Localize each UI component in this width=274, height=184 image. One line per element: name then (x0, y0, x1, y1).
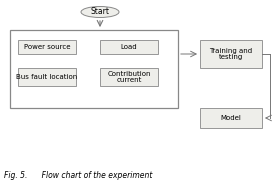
Ellipse shape (81, 6, 119, 17)
Text: Fig. 5.      Flow chart of the experiment: Fig. 5. Flow chart of the experiment (4, 171, 152, 180)
Text: Bus fault location: Bus fault location (16, 74, 78, 80)
Text: Training and
testing: Training and testing (209, 47, 253, 61)
Text: Model: Model (221, 115, 241, 121)
FancyBboxPatch shape (100, 40, 158, 54)
Text: Power source: Power source (24, 44, 70, 50)
FancyBboxPatch shape (18, 68, 76, 86)
FancyBboxPatch shape (18, 40, 76, 54)
FancyBboxPatch shape (100, 68, 158, 86)
Text: Load: Load (121, 44, 137, 50)
FancyBboxPatch shape (200, 40, 262, 68)
Text: Contribution
current: Contribution current (107, 70, 151, 84)
FancyBboxPatch shape (200, 108, 262, 128)
FancyBboxPatch shape (10, 30, 178, 108)
Text: Start: Start (90, 8, 110, 17)
